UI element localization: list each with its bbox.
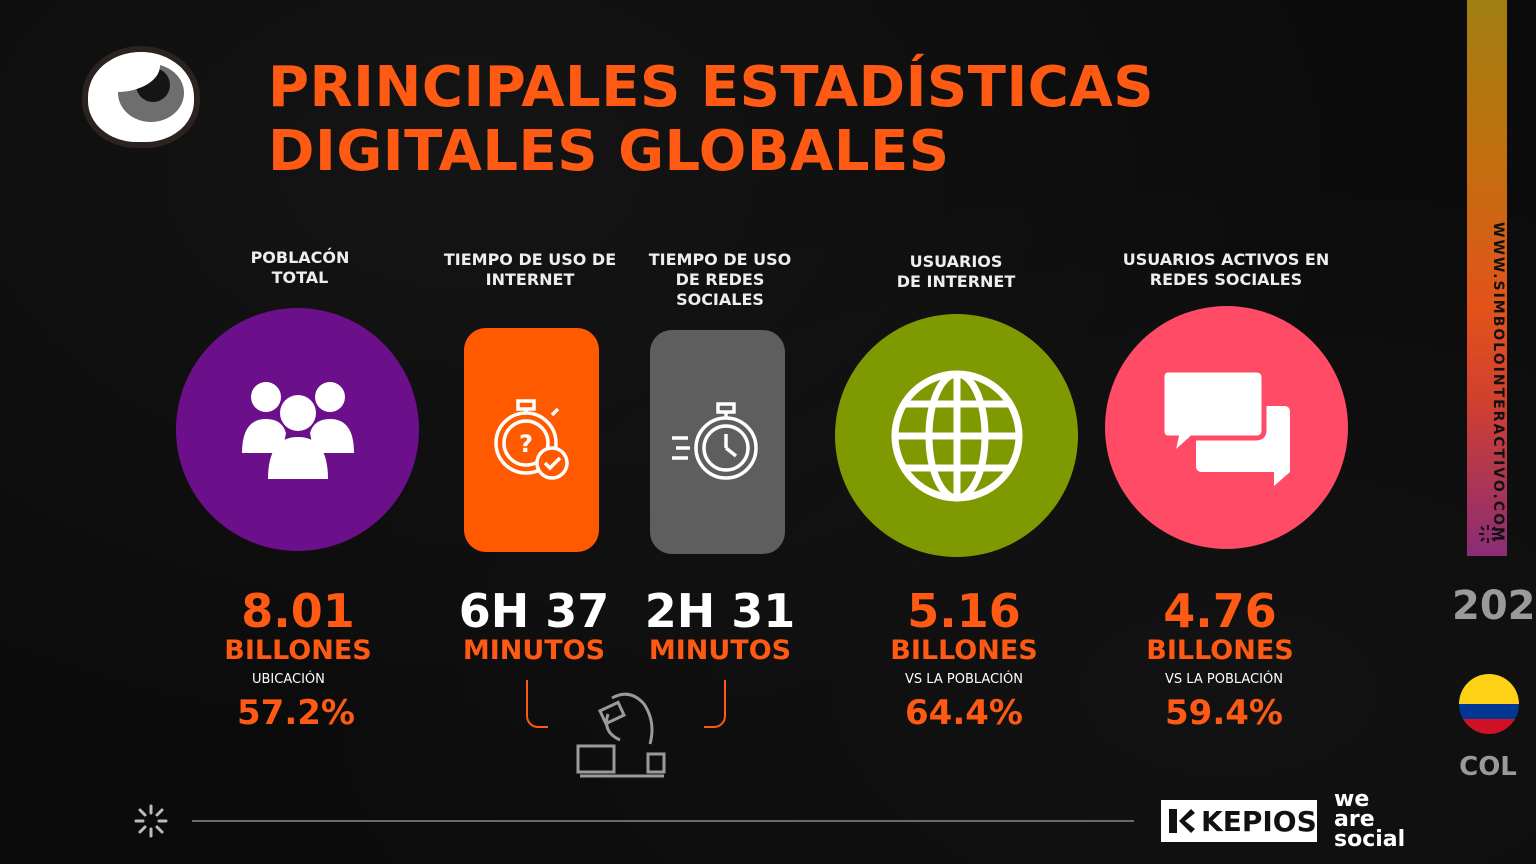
bracket-left	[526, 680, 548, 728]
chat-bubbles-icon	[1161, 367, 1290, 486]
tiempo-redes-unit: MINUTOS	[648, 635, 792, 666]
usuarios-redes-circle	[1105, 306, 1348, 549]
usuarios-internet-pct: 64.4%	[905, 693, 1023, 733]
poblacion-values: 8.01 BILLONES	[198, 586, 398, 666]
we-are-social-logo: we are social	[1334, 787, 1406, 852]
tiempo-redes-values: 2H 31 MINUTOS	[630, 586, 810, 666]
colombia-flag-icon	[1459, 674, 1519, 734]
poblacion-sub: UBICACIÓN	[252, 672, 325, 687]
website-url: WWW.SIMBOLOINTERACTIVO.COM	[1490, 222, 1506, 543]
label-tiempo-internet: TIEMPO DE USO DE INTERNET	[443, 250, 617, 289]
kepios-logo: KEPIOS	[1161, 800, 1317, 842]
globe-icon	[891, 370, 1022, 501]
usuarios-redes-sub: VS LA POBLACIÓN	[1165, 672, 1283, 687]
stopwatch-question-icon: ?	[493, 399, 569, 480]
side-gradient-bar	[1467, 0, 1507, 556]
poblacion-value: 8.01	[241, 584, 355, 638]
poblacion-unit: BILLONES	[224, 635, 372, 666]
year-label: 2023	[1452, 583, 1536, 629]
title-line-2: DIGITALES GLOBALES	[268, 119, 950, 184]
usuarios-internet-value: 5.16	[907, 584, 1021, 638]
footer-divider	[192, 820, 1134, 822]
footer-spark-icon	[134, 804, 168, 838]
label-poblacion: POBLACÓN TOTAL	[250, 248, 350, 287]
usuarios-redes-values: 4.76 BILLONES	[1120, 586, 1320, 666]
label-usuarios-internet: USUARIOS DE INTERNET	[896, 252, 1016, 291]
usuarios-redes-pct: 59.4%	[1165, 693, 1283, 733]
label-usuarios-redes: USUARIOS ACTIVOS EN REDES SOCIALES	[1122, 250, 1330, 289]
svg-text:?: ?	[519, 430, 533, 458]
tiempo-internet-value: 6H 37	[458, 584, 610, 638]
bracket-right	[704, 680, 726, 728]
tiempo-internet-unit: MINUTOS	[462, 635, 606, 666]
title-line-1: PRINCIPALES ESTADÍSTICAS	[268, 55, 1155, 120]
usuarios-internet-values: 5.16 BILLONES	[864, 586, 1064, 666]
brand-logo	[82, 46, 200, 148]
usuarios-internet-sub: VS LA POBLACIÓN	[905, 672, 1023, 687]
label-tiempo-redes: TIEMPO DE USO DE REDES SOCIALES	[648, 250, 792, 309]
spark-icon	[1479, 525, 1497, 543]
usuarios-redes-unit: BILLONES	[1146, 635, 1294, 666]
poblacion-pct: 57.2%	[237, 693, 355, 733]
page-title: PRINCIPALES ESTADÍSTICAS DIGITALES GLOBA…	[268, 56, 1154, 184]
tiempo-redes-value: 2H 31	[644, 584, 796, 638]
usuarios-internet-circle	[835, 314, 1078, 557]
poblacion-circle	[176, 308, 419, 551]
tiempo-internet-values: 6H 37 MINUTOS	[440, 586, 628, 666]
tiempo-redes-card	[650, 330, 785, 554]
usuarios-internet-unit: BILLONES	[890, 635, 1038, 666]
country-label: COL	[1459, 752, 1517, 782]
person-laptop-icon	[576, 692, 666, 778]
tiempo-internet-card: ?	[464, 328, 599, 552]
kepios-mark-icon	[1169, 809, 1195, 833]
usuarios-redes-value: 4.76	[1163, 584, 1277, 638]
fast-stopwatch-icon	[671, 402, 758, 480]
people-icon	[241, 381, 354, 479]
kepios-text: KEPIOS	[1201, 804, 1317, 838]
